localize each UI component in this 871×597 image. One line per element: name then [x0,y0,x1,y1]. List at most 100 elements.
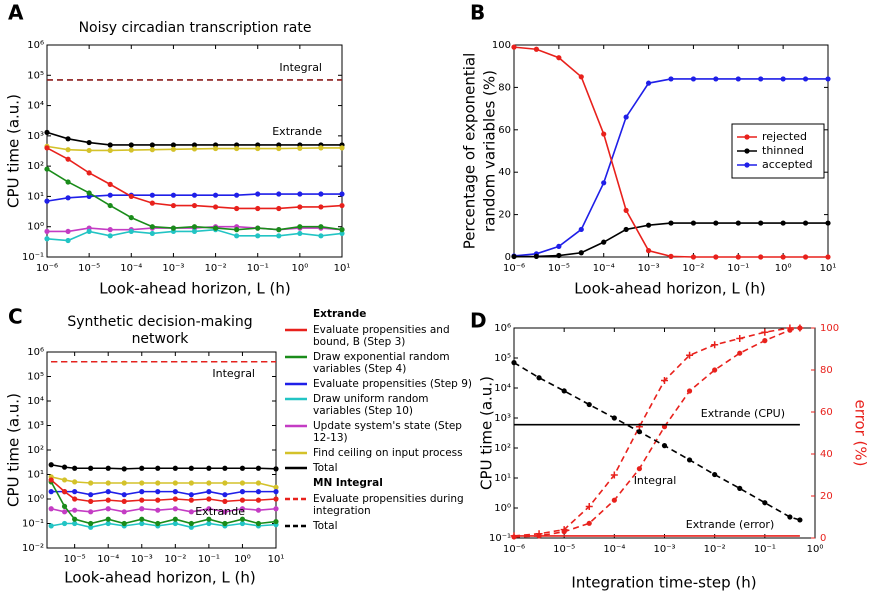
point [661,377,668,384]
point [139,489,145,495]
point [686,457,693,463]
point [191,228,198,235]
point [511,253,517,260]
point [155,497,161,503]
point [139,497,145,503]
y2-tick-label: 80 [820,365,833,376]
x-tick-label: 10⁻² [682,263,704,274]
legend-swatch [285,424,307,428]
point [234,233,240,239]
point [86,139,92,146]
y-tick-label: 10⁻¹ [22,519,44,530]
point [222,480,228,486]
point [155,489,161,495]
point [668,220,674,226]
point [255,191,261,197]
point [212,192,219,198]
legend-swatch [744,134,750,140]
point [762,338,768,344]
point [188,509,194,515]
point [206,496,212,502]
point [86,147,92,154]
y-tick-label: 10⁻¹ [489,533,511,544]
y-tick-label: 10⁵ [27,70,44,81]
point [578,74,584,80]
point [536,533,542,539]
point [802,254,809,260]
y-tick-label: 10² [27,445,44,456]
point [234,227,240,233]
y-tick-label: 10⁶ [27,40,44,51]
x-tick-label: 10⁻² [164,554,186,565]
x-tick-label: 10⁻⁴ [120,263,142,274]
x-axis-label: Look-ahead horizon, L (h) [574,280,765,298]
point [61,489,68,495]
point [690,76,697,82]
point [44,198,50,204]
legend-item: Evaluate propensities and bound, B (Step… [283,324,473,348]
panel-label: A [8,1,24,25]
y-tick-label: 80 [498,82,511,93]
y-tick-label: 10² [494,443,511,454]
point [712,367,718,373]
point [191,142,198,148]
point [686,388,693,394]
y-axis-label: CPU time (a.u.) [478,376,496,490]
legend-swatch [285,524,307,528]
point [170,142,177,148]
legend-swatch [744,148,750,154]
point [206,480,212,486]
annotation: Integral [634,474,677,487]
annotation: Integral [212,367,255,380]
point [239,489,246,495]
point [737,485,743,492]
x-axis-label: Look-ahead horizon, L (h) [64,569,255,587]
plot-frame [46,44,343,258]
point [128,142,134,148]
point [206,465,212,471]
legend-label: Evaluate propensities and bound, B (Step… [313,324,450,348]
chart-title: Noisy circadian transcription rate [79,20,312,36]
x-tick-label: 10¹ [820,263,837,274]
point [578,226,584,233]
point [121,520,127,527]
legend: Extrande Evaluate propensities and bound,… [283,306,473,535]
point [44,166,50,172]
series-line [513,327,801,538]
y-tick-label: 10² [27,161,44,172]
point [61,477,68,483]
point [61,503,68,509]
point [121,480,127,486]
y-tick-label: 60 [498,125,511,136]
x-tick-label: 10⁻³ [653,544,675,555]
y-axis-label: CPU time (a.u.) [5,94,23,208]
point [139,516,145,522]
point [255,497,262,503]
point [65,136,71,142]
point [610,471,618,479]
point [713,220,719,226]
point [44,145,50,151]
x-tick-label: 10⁻³ [638,263,660,274]
point [511,534,517,540]
point [536,375,542,381]
point [206,506,212,512]
point [61,520,68,527]
y-tick-label: 10⁴ [27,101,44,112]
point [155,507,161,513]
point [105,506,111,512]
point [105,489,111,495]
y-tick-label: 10⁶ [27,347,44,358]
point [297,224,303,230]
x-tick-label: 10⁻⁴ [97,554,119,565]
x-tick-label: 10⁻⁵ [548,263,570,274]
point [255,142,261,148]
legend-swatch [285,397,307,401]
point [276,191,282,197]
legend-item: Find ceiling on input process [283,447,473,459]
point [121,492,127,498]
point [255,489,262,495]
point [713,254,719,260]
point [556,252,562,259]
legend-swatch [744,162,750,168]
